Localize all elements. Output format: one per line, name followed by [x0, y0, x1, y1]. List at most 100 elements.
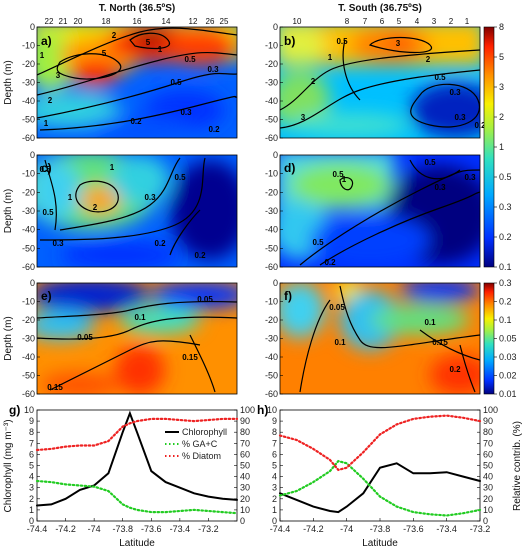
y-right-tick-label: 40 — [240, 472, 250, 482]
panel-b: b) — [279, 26, 481, 139]
depth-tick-label: -60 — [22, 389, 35, 399]
y-right-tick-label: 90 — [240, 416, 250, 426]
y-tick-label: 3 — [272, 483, 277, 493]
contour-label: 0.5 — [170, 78, 182, 87]
depth-axis-label: Depth (m) — [3, 189, 14, 233]
depth-tick-label: -40 — [22, 225, 35, 235]
panel-h-ylabel-right: Relative contrib. (%) — [512, 421, 523, 511]
contour-label: 0.15 — [182, 353, 198, 362]
contour-label: 0.2 — [154, 239, 166, 248]
y-tick-label: 6 — [272, 449, 277, 459]
contour-label: 0.05 — [197, 295, 213, 304]
depth-tick-label: -60 — [22, 262, 35, 272]
x-tick-label: -73.8 — [370, 524, 391, 534]
depth-tick-label: -50 — [265, 371, 278, 381]
contour-labels: 123552110.50.50.30.30.20.20.5123320.50.3… — [39, 31, 486, 392]
colorbar-top: 8 5 3 2 1 0.5 0.3 0.2 0.1 — [483, 22, 512, 272]
contour-label: 1 — [342, 175, 347, 184]
station-label: 5 — [397, 17, 402, 26]
y-right-tick-label: 60 — [240, 449, 250, 459]
y-tick-label: 4 — [272, 472, 277, 482]
legend-label: % Diatom — [182, 451, 221, 461]
contour-label: 0.3 — [207, 65, 219, 74]
y-tick-label: 2 — [29, 494, 34, 504]
y-right-tick-label: 100 — [483, 405, 498, 415]
panel-g: g) -74.4 -74.2 -74 -73.8 -73.6 -73.4 -73.20123… — [9, 403, 255, 534]
depth-tick-label: -50 — [265, 115, 278, 125]
series-line — [35, 417, 239, 452]
y-tick-label: 7 — [29, 438, 34, 448]
depth-tick-label: -40 — [22, 96, 35, 106]
depth-tick-label: -10 — [22, 41, 35, 51]
station-label: 12 — [189, 17, 198, 26]
contour-label: 3 — [301, 113, 306, 122]
y-tick-label: 9 — [29, 416, 34, 426]
contour-label: 0.05 — [77, 333, 93, 342]
contour-label: 0.3 — [449, 88, 461, 97]
y-right-tick-label: 10 — [483, 505, 493, 515]
y-right-tick-label: 60 — [483, 449, 493, 459]
colorbar-tick-label: 0.02 — [499, 371, 517, 381]
y-right-tick-label: 30 — [240, 483, 250, 493]
colorbar-tick-label: 0.2 — [499, 297, 512, 307]
y-tick-label: 10 — [267, 405, 277, 415]
station-label: 22 — [45, 17, 54, 26]
station-label: 1 — [465, 17, 470, 26]
contour-label: 0.5 — [434, 73, 446, 82]
colorbar-tick-label: 0.01 — [499, 389, 517, 399]
y-right-tick-label: 70 — [483, 438, 493, 448]
panel-h-xlabel: Latitude — [362, 538, 398, 549]
colorbar-tick-label: 3 — [499, 82, 504, 92]
contour-label: 1 — [110, 163, 115, 172]
y-tick-label: 10 — [24, 405, 34, 415]
station-label: 21 — [59, 17, 68, 26]
contour-label: 1 — [328, 53, 333, 62]
contour-label: 0.5 — [424, 158, 436, 167]
svg-text:e): e) — [41, 289, 52, 303]
x-tick-label: -73.6 — [403, 524, 424, 534]
y-tick-label: 0 — [272, 516, 277, 526]
contour-label: 0.5 — [184, 55, 196, 64]
depth-tick-label: -60 — [22, 133, 35, 143]
station-label: 20 — [74, 17, 83, 26]
x-tick-label: -74.4 — [27, 524, 48, 534]
station-label: 2 — [449, 17, 454, 26]
depth-tick-label: 0 — [273, 150, 278, 160]
station-label: 18 — [102, 17, 111, 26]
contour-label: 5 — [146, 38, 151, 47]
contour-label: 2 — [426, 55, 431, 64]
svg-text:a): a) — [41, 34, 52, 48]
contour-label: 0.15 — [47, 383, 63, 392]
panel-h-label: h) — [257, 403, 268, 417]
contour-label: 2 — [48, 96, 53, 105]
y-tick-label: 1 — [272, 505, 277, 515]
depth-tick-label: -50 — [22, 115, 35, 125]
y-right-tick-label: 0 — [483, 516, 488, 526]
y-tick-label: 4 — [29, 472, 34, 482]
colorbar-tick-label: 0.05 — [499, 334, 517, 344]
y-tick-label: 6 — [29, 449, 34, 459]
contour-label: 1 — [68, 193, 73, 202]
panel-g-label: g) — [9, 403, 20, 417]
contour-label: 3 — [56, 71, 61, 80]
contour-label: 0.5 — [332, 170, 344, 179]
x-tick-label: -73.4 — [170, 524, 191, 534]
svg-text:f): f) — [284, 289, 292, 303]
depth-tick-label: -20 — [265, 59, 278, 69]
colorbar-tick-label: 2 — [499, 112, 504, 122]
x-tick-label: -73.2 — [470, 524, 491, 534]
station-label: 16 — [133, 17, 142, 26]
y-right-tick-label: 80 — [483, 427, 493, 437]
depth-tick-label: -50 — [22, 371, 35, 381]
y-right-tick-label: 50 — [240, 461, 250, 471]
y-right-tick-label: 20 — [483, 494, 493, 504]
depth-tick-label: -30 — [265, 334, 278, 344]
series-line — [279, 462, 481, 514]
series-line — [278, 459, 482, 517]
contour-label: 2 — [93, 203, 98, 212]
x-tick-label: -73.2 — [198, 524, 219, 534]
depth-tick-label: -10 — [265, 169, 278, 179]
y-right-tick-label: 90 — [483, 416, 493, 426]
depth-tick-label: -20 — [265, 187, 278, 197]
contour-label: 0.3 — [180, 108, 192, 117]
